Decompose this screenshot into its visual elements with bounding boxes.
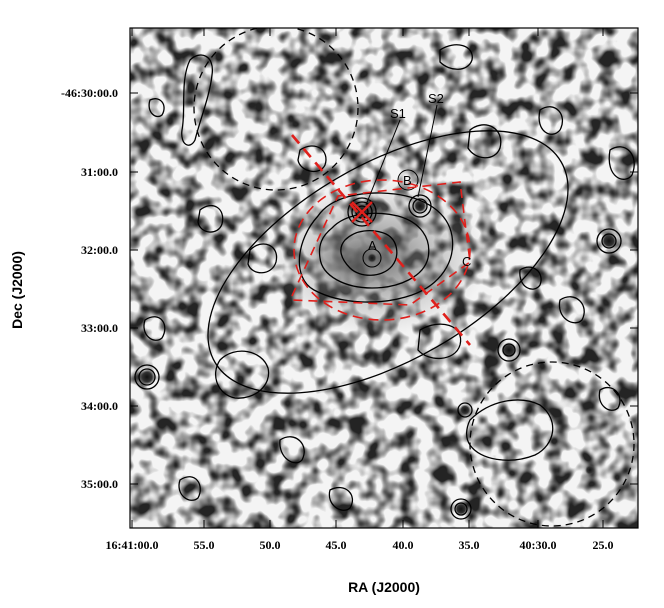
background-region-bottom-right	[469, 361, 635, 527]
point-source	[459, 404, 471, 416]
diffuse-emission-core	[305, 230, 395, 294]
region-a-circle	[362, 248, 382, 268]
point-source	[367, 253, 377, 263]
y-tick-label: 34:00.0	[81, 399, 118, 413]
x-tick-label: 16:41:00.0	[106, 538, 159, 552]
background-region-top-left	[193, 28, 359, 191]
axis-ticks	[130, 28, 638, 528]
x-tick-label: 25.0	[593, 538, 614, 552]
large-ellipse-region	[207, 130, 569, 394]
point-source	[585, 465, 595, 475]
region-b-circle	[397, 169, 419, 191]
x-tick-label: 50.0	[260, 538, 281, 552]
x-tick-label: 55.0	[194, 538, 215, 552]
s1-pointer	[365, 119, 401, 206]
x-axis-title: RA (J2000)	[348, 579, 420, 595]
point-source	[139, 369, 155, 385]
x-tick-label: 35.0	[459, 538, 480, 552]
point-source	[601, 233, 617, 249]
y-tick-label: 32:00.0	[81, 243, 118, 257]
y-tick-label: 33:00.0	[81, 321, 118, 335]
y-tick-label: -46:30:00.0	[61, 86, 118, 100]
x-tick-labels: 16:41:00.0 55.0 50.0 45.0 40.0 35.0 40:3…	[106, 538, 614, 552]
label-c: C	[462, 254, 471, 269]
point-source	[454, 502, 468, 516]
label-s2: S2	[428, 91, 444, 106]
y-tick-label: 31:00.0	[81, 165, 118, 179]
y-axis-title: Dec (J2000)	[9, 251, 25, 329]
x-tick-label: 40.0	[393, 538, 414, 552]
plot-frame	[129, 27, 639, 529]
label-a: A	[368, 238, 377, 253]
red-regions	[291, 134, 471, 346]
y-tick-label: 35:00.0	[81, 477, 118, 491]
y-tick-labels: -46:30:00.0 31:00.0 32:00.0 33:00.0 34:0…	[61, 86, 118, 491]
label-s1: S1	[390, 106, 406, 121]
s2-pointer	[417, 104, 438, 198]
label-b: B	[403, 173, 412, 188]
x-tick-label: 40:30.0	[520, 538, 557, 552]
x-tick-label: 45.0	[326, 538, 347, 552]
